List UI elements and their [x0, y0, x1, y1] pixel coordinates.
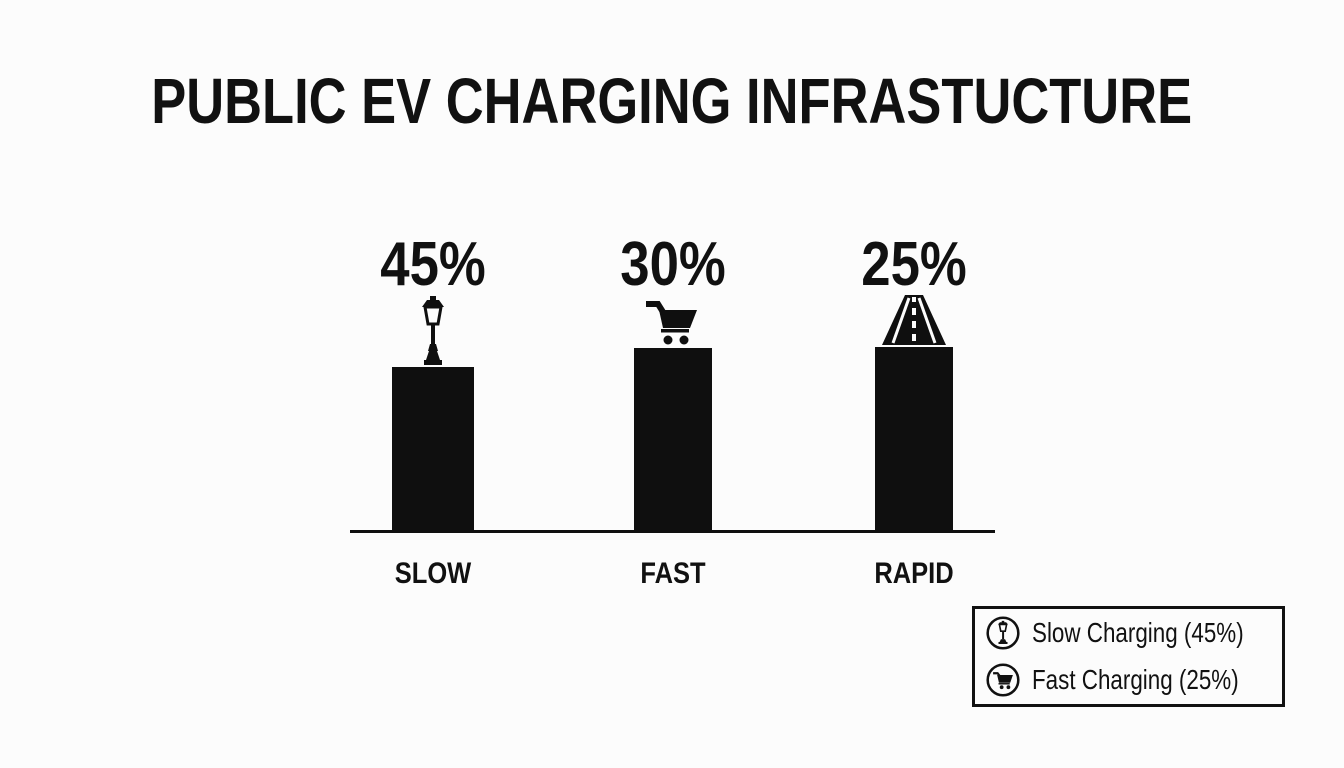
category-label-slow: SLOW: [394, 557, 472, 590]
legend-label-slow: Slow Charging (45%): [1032, 617, 1244, 649]
page-title: PUBLIC EV CHARGING INFRASTUCTURE: [0, 64, 1344, 138]
shopping-cart-icon: [643, 298, 701, 346]
bar-slow: [392, 367, 474, 530]
road-icon: [880, 295, 948, 345]
street-lamp-icon: [413, 296, 453, 366]
value-label-rapid: 25%: [861, 230, 967, 299]
category-label-fast: FAST: [640, 557, 706, 590]
category-label-rapid: RAPID: [874, 557, 954, 590]
bar-rapid: [875, 347, 953, 530]
x-axis-line: [350, 530, 995, 533]
legend-label-fast: Fast Charging (25%): [1032, 663, 1239, 695]
shopping-cart-circle-icon: [985, 662, 1021, 698]
bar-fast: [634, 348, 712, 530]
street-lamp-circle-icon: [985, 615, 1021, 651]
value-label-slow: 45%: [380, 230, 486, 299]
legend-row-slow: Slow Charging (45%): [985, 613, 1272, 654]
legend-box: Slow Charging (45%) Fast Charging (25%): [972, 606, 1285, 707]
legend-row-fast: Fast Charging (25%): [985, 660, 1272, 701]
page-title-text: PUBLIC EV CHARGING INFRASTUCTURE: [151, 65, 1193, 137]
value-label-fast: 30%: [620, 230, 726, 299]
